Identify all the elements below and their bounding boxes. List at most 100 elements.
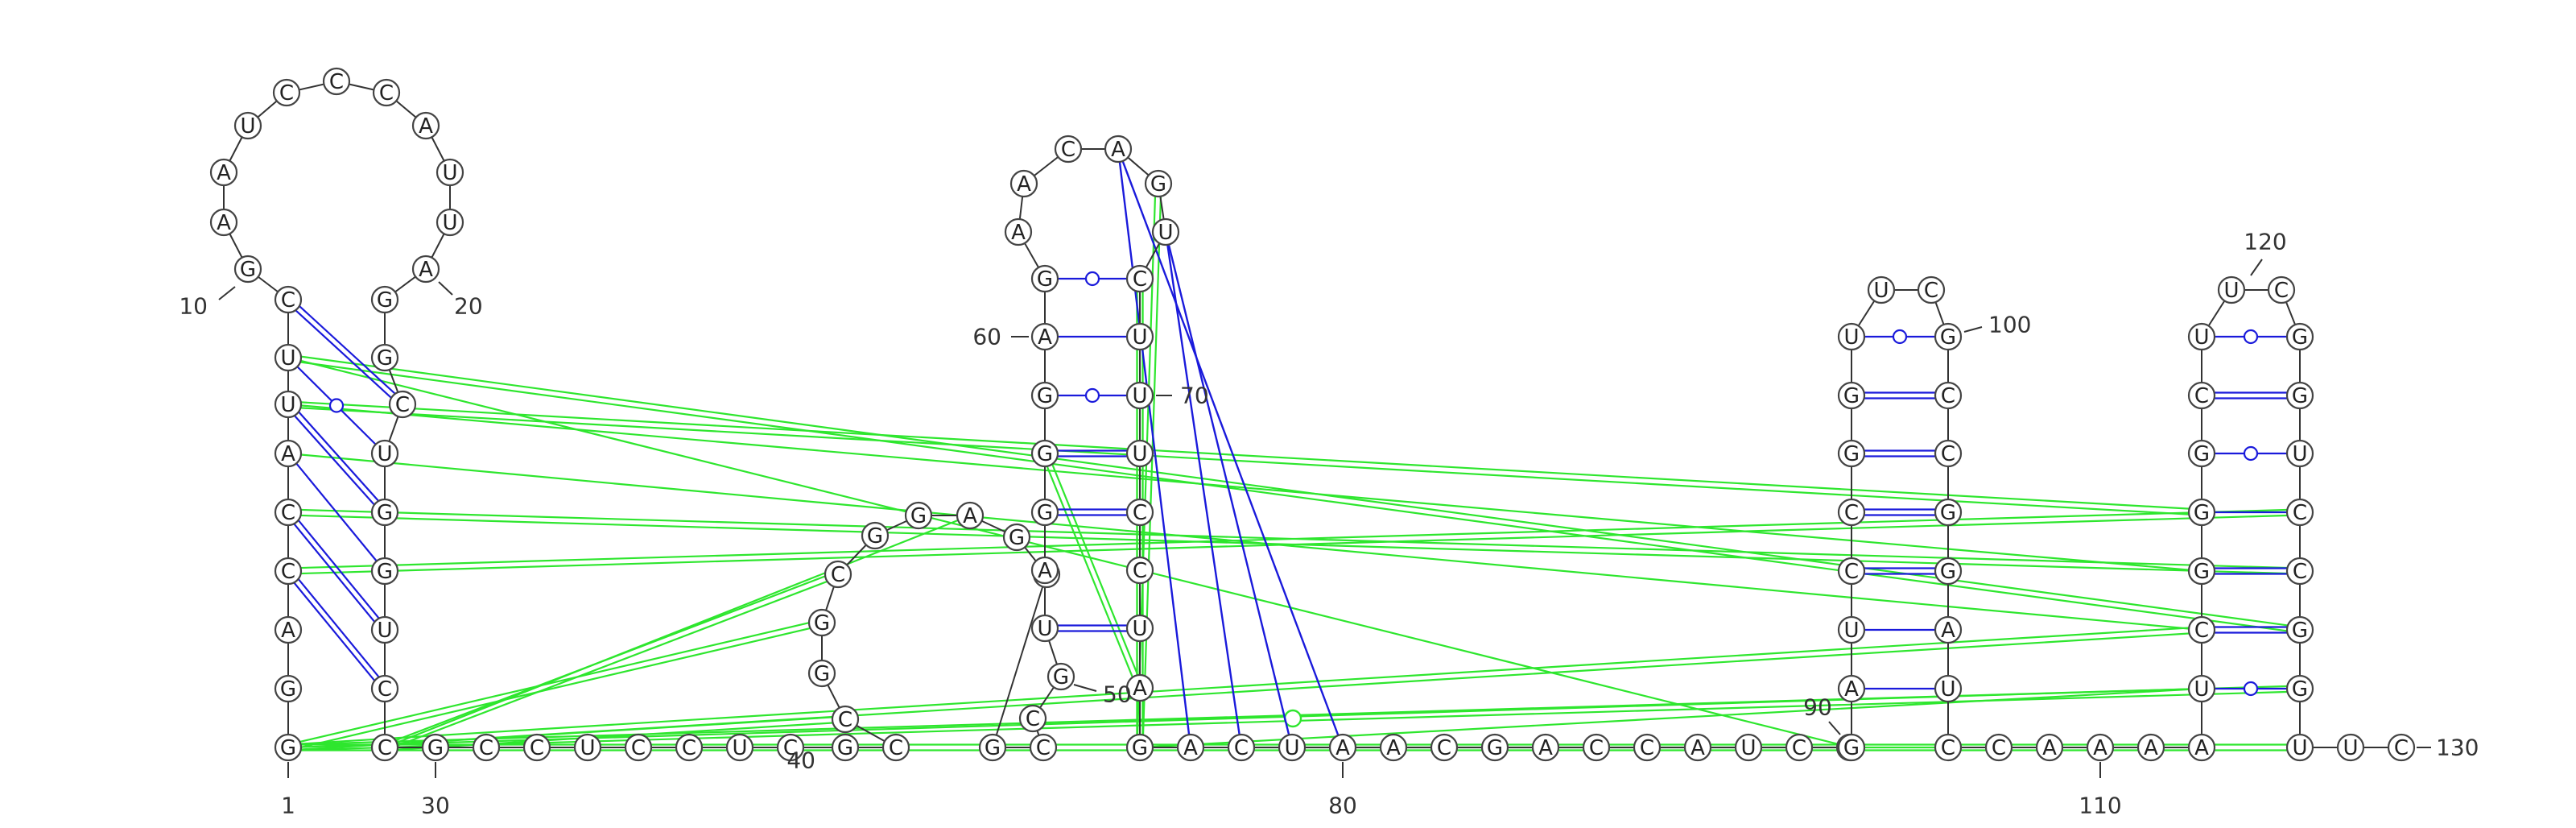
nucleotide-21: G [370,285,399,314]
nucleotide-letter: U [377,442,392,466]
nucleotide-letter: A [419,258,433,282]
nucleotide-circle [2285,557,2314,586]
nucleotide-5: C [274,498,303,527]
nucleotide-circle [807,608,836,637]
nucleotide-121: G [2285,322,2314,351]
nucleotide-letter: G [1037,501,1053,525]
nucleotide-39: C [881,733,910,762]
nucleotide-letter: U [442,161,457,185]
nucleotide-129: U [2336,733,2365,762]
nucleotide-letter: U [2223,279,2239,303]
nucleotide-circle [2187,557,2216,586]
nucleotide-61: A [1009,169,1038,198]
nucleotide-112: U [2187,674,2216,703]
index-label-60: 60 [972,324,1001,350]
nucleotide-letter: C [2394,736,2409,760]
nucleotide-40: C [831,705,860,734]
nucleotide-letter: G [867,524,883,549]
nucleotide-circle [1030,498,1059,527]
nucleotide-24: U [370,439,399,468]
nucleotide-9: C [274,285,303,314]
backbone-layer [223,81,2401,748]
nucleotide-circle [2285,322,2314,351]
nucleotide-letter: G [1037,267,1053,292]
nucleotide-letter: C [831,563,845,587]
nucleotide-8: U [274,343,303,372]
nucleotide-circle [1125,556,1154,585]
nucleotide-66: C [1125,264,1154,293]
nucleotide-117: C [2187,381,2216,410]
nucleotide-letter: C [1026,707,1040,731]
index-label-80: 80 [1328,793,1357,819]
gc-pair-line [285,300,402,408]
long-range-pair-line [1164,231,1294,748]
nucleotide-79: A [1379,733,1408,762]
nucleotide-letter: U [280,346,295,371]
nucleotide-letter: C [329,70,344,94]
nucleotide-circle [1054,135,1083,164]
nucleotide-116: G [2187,439,2216,468]
nucleotide-letter: G [377,560,393,584]
pseudoknot-link [1041,453,1138,689]
pseudoknot-link [385,576,840,751]
nucleotide-57: G [1030,381,1059,410]
nucleotide-74: G [1125,733,1154,762]
nucleotide-26: G [370,557,399,586]
nucleotide-letter: C [1133,267,1147,292]
nucleotide-letter: U [1037,617,1052,641]
nucleotide-letter: C [1133,559,1147,583]
nucleotide-36: U [725,733,754,762]
nucleotide-letter: C [395,393,410,417]
nucleotide-letter: C [783,736,798,760]
nucleotide-circle [573,733,602,762]
nucleotide-122: G [2285,381,2314,410]
nucleotide-130: C [2387,733,2416,762]
index-tick [1963,326,1983,333]
nucleotide-circle [2336,733,2365,762]
nucleotide-circle [1837,674,1866,703]
nucleotide-letter: A [2042,736,2057,760]
nucleotide-62: C [1054,135,1083,164]
nucleotide-circle [2086,733,2115,762]
nucleotide-letter: U [2292,736,2307,760]
nucleotide-letter: U [2194,677,2209,702]
nucleotide-letter: C [889,736,903,760]
gc-pair-line [285,513,384,632]
nucleotide-circle [1125,322,1154,351]
nucleotide-circle [2285,733,2314,762]
nucleotide-94: G [1837,439,1866,468]
nucleotide-31: C [472,733,501,762]
nucleotide-38: G [831,733,860,762]
nucleotide-1: G [274,733,303,762]
nucleotide-67: U [1125,322,1154,351]
nucleotide-circle [370,674,399,703]
nucleotide-105: U [1934,674,1963,703]
nucleotide-76: C [1227,733,1256,762]
nucleotide-circle [1030,322,1059,351]
nucleotide-letter: G [814,662,830,686]
index-label-90: 90 [1803,694,1832,721]
nucleotide-circle [1934,322,1963,351]
nucleotide-3: A [274,615,303,644]
nucleotide-123: U [2285,439,2314,468]
nucleotide-7: U [274,390,303,419]
nucleotide-46: A [956,501,985,530]
nucleotide-circle [1934,674,1963,703]
nucleotide-2: G [274,674,303,703]
nucleotide-letter: U [2292,442,2307,466]
nucleotide-letter: G [240,258,256,282]
nucleotide-letter: C [2194,619,2209,643]
index-label-50: 50 [1103,681,1132,708]
nucleotide-56: G [1030,439,1059,468]
nucleotide-letter: G [1487,736,1503,760]
nucleotide-letter: C [281,288,295,313]
nucleotide-letter: A [1111,138,1125,162]
nucleotide-circle [2035,733,2064,762]
nucleotide-circle [370,439,399,468]
nucleotide-letter: G [1037,384,1053,408]
wobble-pair-marker [2243,445,2259,462]
nucleotide-circle [1934,381,1963,410]
nucleotide-12: A [209,158,238,187]
nucleotide-circle [2285,615,2314,644]
